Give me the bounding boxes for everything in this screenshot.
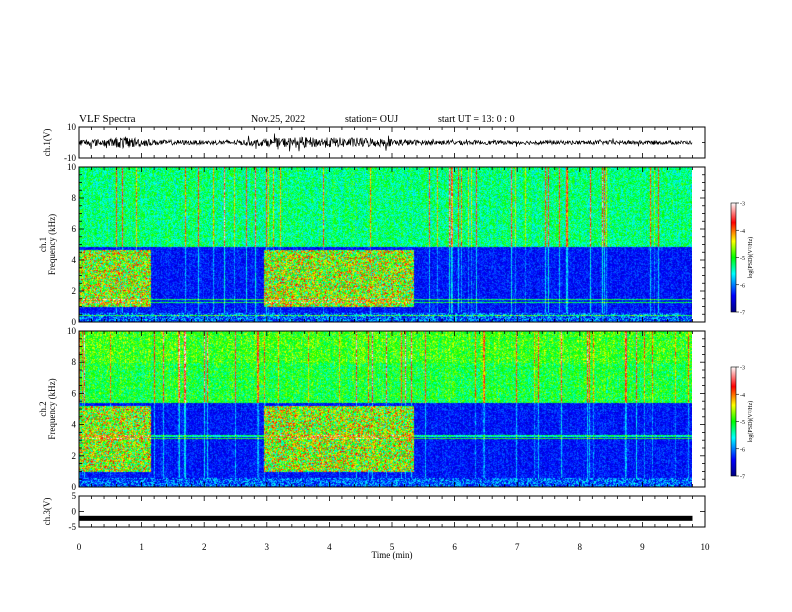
x-tick-label: 7 <box>515 542 520 552</box>
colorbar-2-tick-label: -4 <box>740 393 745 399</box>
x-tick-label: 1 <box>139 542 144 552</box>
colorbar-1-label: log(PSD)(V²/Hz) <box>747 237 754 278</box>
spectrogram-1-y-tick-label: 10 <box>67 162 77 172</box>
spectrogram-1-y-tick-label: 0 <box>72 317 77 327</box>
x-tick-label: 6 <box>452 542 457 552</box>
ch3-waveform-y-tick-label: -5 <box>69 522 77 532</box>
station-label: station= OUJ <box>345 114 399 125</box>
ch3-waveform-trace <box>79 515 693 521</box>
x-axis-label: Time (min) <box>372 550 413 560</box>
x-tick-label: 2 <box>202 542 207 552</box>
colorbar-2-label: log(PSD)(V²/Hz) <box>747 401 754 442</box>
colorbar-2-tick-label: -6 <box>740 447 745 453</box>
ch1-waveform-y-label: ch.1(V) <box>42 129 52 157</box>
colorbar-1-tick-label: -7 <box>740 311 745 317</box>
spectrogram-2-y-label: Frequency (kHz) <box>47 378 57 439</box>
colorbar-2-tick-label: -3 <box>740 366 745 372</box>
ch3-waveform-y-label: ch.3(V) <box>42 498 52 526</box>
spectrogram-2-y-tick-label: 6 <box>72 388 77 398</box>
colorbar-2-tick-label: -7 <box>740 475 745 481</box>
spectrogram-2-y-tick-label: 8 <box>72 357 77 367</box>
x-tick-label: 3 <box>265 542 270 552</box>
spectrogram-1-image <box>79 167 692 322</box>
colorbar-1 <box>730 202 737 313</box>
spectrogram-1-y-tick-label: 6 <box>72 224 77 234</box>
spectrogram-1-y-label: Frequency (kHz) <box>47 214 57 275</box>
spectrogram-2-y-tick-label: 2 <box>72 451 77 461</box>
x-tick-label: 8 <box>578 542 583 552</box>
x-tick-label: 5 <box>390 542 395 552</box>
date-label: Nov.25, 2022 <box>251 114 306 125</box>
x-tick-label: 9 <box>640 542 645 552</box>
spectrogram-1-y-tick-label: 2 <box>72 286 77 296</box>
colorbar-1-tick-label: -3 <box>740 202 745 208</box>
ch1-waveform-trace <box>78 133 693 152</box>
x-tick-label: 0 <box>77 542 82 552</box>
ch1-waveform-y-tick-label: 10 <box>67 122 77 132</box>
colorbar-2-tick-label: -5 <box>740 420 745 426</box>
ch3-waveform-y-tick-label: 5 <box>72 491 77 501</box>
spectrogram-1-y-label: ch.1 <box>38 237 48 252</box>
x-tick-label: 4 <box>327 542 332 552</box>
start-time-label: start UT = 13: 0 : 0 <box>438 114 515 125</box>
x-tick-label: 10 <box>701 542 711 552</box>
spectrogram-2-y-label: ch.2 <box>38 401 48 416</box>
spectrogram-2-image <box>79 331 692 487</box>
spectrogram-2-y-tick-label: 10 <box>67 326 77 336</box>
ch3-waveform-y-tick-label: 0 <box>72 507 77 517</box>
spectrogram-2-y-tick-label: 4 <box>72 420 77 430</box>
colorbar-1-tick-label: -5 <box>740 256 745 262</box>
spectrogram-1-y-tick-label: 4 <box>72 255 77 265</box>
ch1-waveform-y-tick-label: -10 <box>64 153 76 163</box>
colorbar-1-tick-label: -4 <box>740 229 745 235</box>
spectrogram-1-y-tick-label: 8 <box>72 193 77 203</box>
spectrogram-2-y-tick-label: 0 <box>72 482 77 492</box>
colorbar-1-tick-label: -6 <box>740 283 745 289</box>
plot-title: VLF Spectra <box>79 113 136 125</box>
colorbar-2 <box>730 366 737 477</box>
